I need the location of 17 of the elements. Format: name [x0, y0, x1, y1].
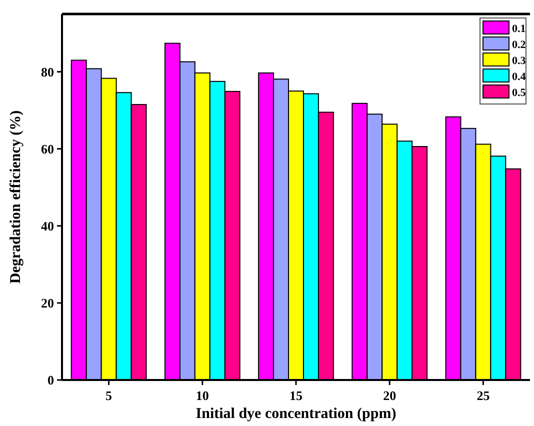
x-axis-title: Initial dye concentration (ppm) — [196, 406, 396, 422]
y-tick-label: 80 — [41, 64, 54, 80]
legend-label: 0.1 — [512, 22, 526, 35]
x-tick-label: 15 — [290, 388, 303, 403]
legend-label: 0.2 — [512, 38, 526, 51]
y-axis-title: Degradation efficiency (%) — [8, 110, 24, 284]
x-tick-label: 5 — [106, 388, 113, 403]
x-tick-label: 25 — [476, 388, 490, 403]
y-tick-label: 40 — [41, 218, 54, 234]
y-tick-label: 20 — [41, 295, 54, 310]
y-tick-label: 60 — [41, 141, 54, 156]
legend-label: 0.3 — [512, 54, 526, 67]
legend-label: 0.4 — [512, 70, 526, 83]
x-tick-label: 20 — [383, 388, 396, 403]
x-tick-label: 10 — [196, 388, 209, 403]
y-tick-label: 0 — [48, 372, 54, 388]
legend-label: 0.5 — [512, 86, 526, 99]
